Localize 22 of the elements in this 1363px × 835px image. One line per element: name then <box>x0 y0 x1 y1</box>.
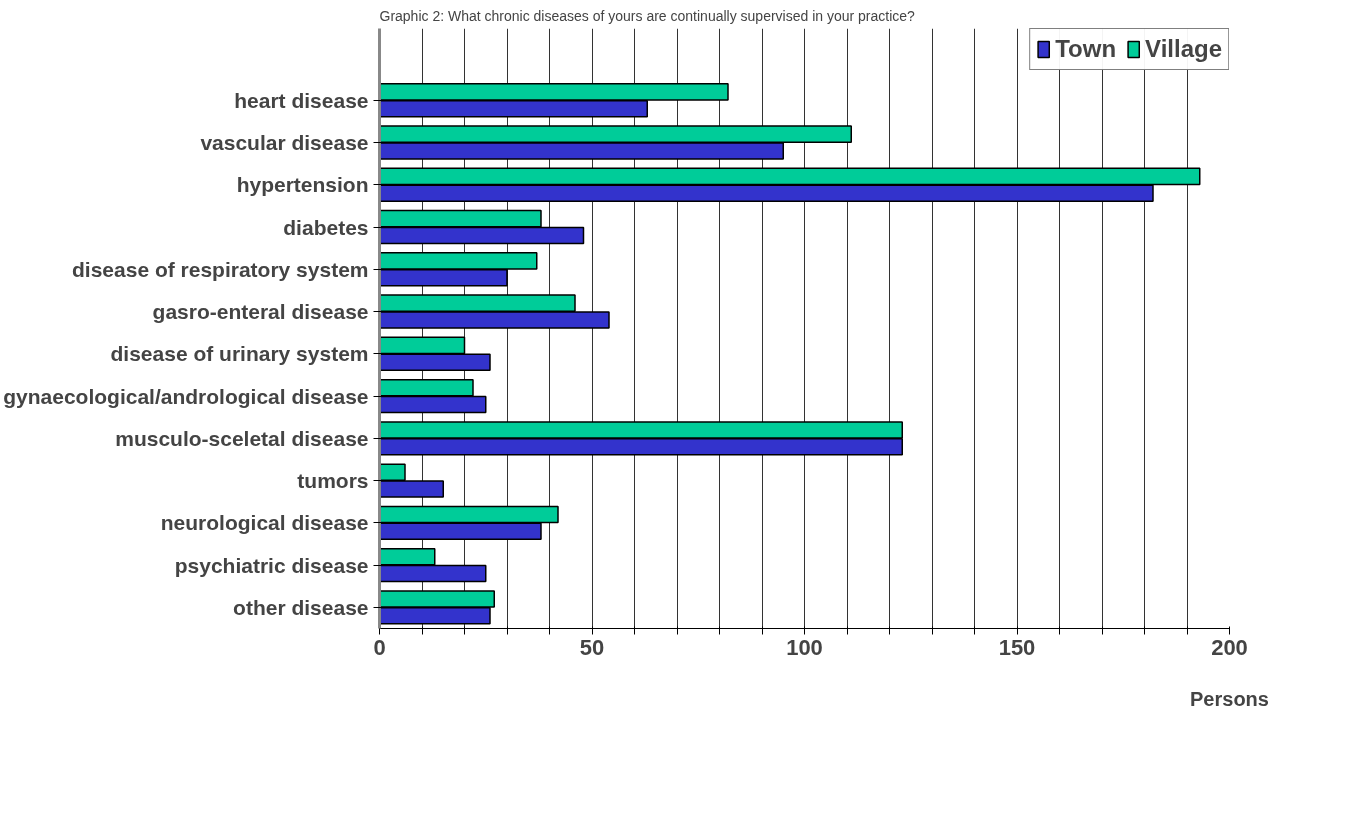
x-tick-label: 0 <box>373 634 386 660</box>
y-tick-label: neurological disease <box>160 511 369 535</box>
y-tick-label: other disease <box>233 595 369 619</box>
x-tick-label: 150 <box>998 634 1036 660</box>
y-tick-label: vascular disease <box>200 131 369 155</box>
y-tick-label: tumors <box>297 469 369 493</box>
chart-title: Graphic 2: What chronic diseases of yours are continually supervised in your practice? <box>379 7 916 24</box>
y-tick-label: disease of urinary system <box>110 342 369 366</box>
y-tick-label: gasro-enteral disease <box>152 300 369 324</box>
y-tick-label: musculo-sceletal disease <box>115 426 369 450</box>
legend-label: Town <box>1055 35 1117 63</box>
y-tick-label: disease of respiratory system <box>72 257 369 281</box>
x-tick-label: 100 <box>786 634 823 660</box>
x-tick-label: 200 <box>1211 634 1248 660</box>
y-tick-label: heart disease <box>234 88 369 112</box>
legend-label: Village <box>1145 35 1222 63</box>
x-axis-title: Persons <box>1190 687 1269 710</box>
y-tick-label: psychiatric disease <box>174 553 369 577</box>
y-tick-label: diabetes <box>283 215 369 239</box>
y-tick-label: hypertension <box>236 173 369 197</box>
y-tick-label: gynaecological/andrological disease <box>3 384 369 408</box>
x-tick-label: 50 <box>579 634 605 660</box>
